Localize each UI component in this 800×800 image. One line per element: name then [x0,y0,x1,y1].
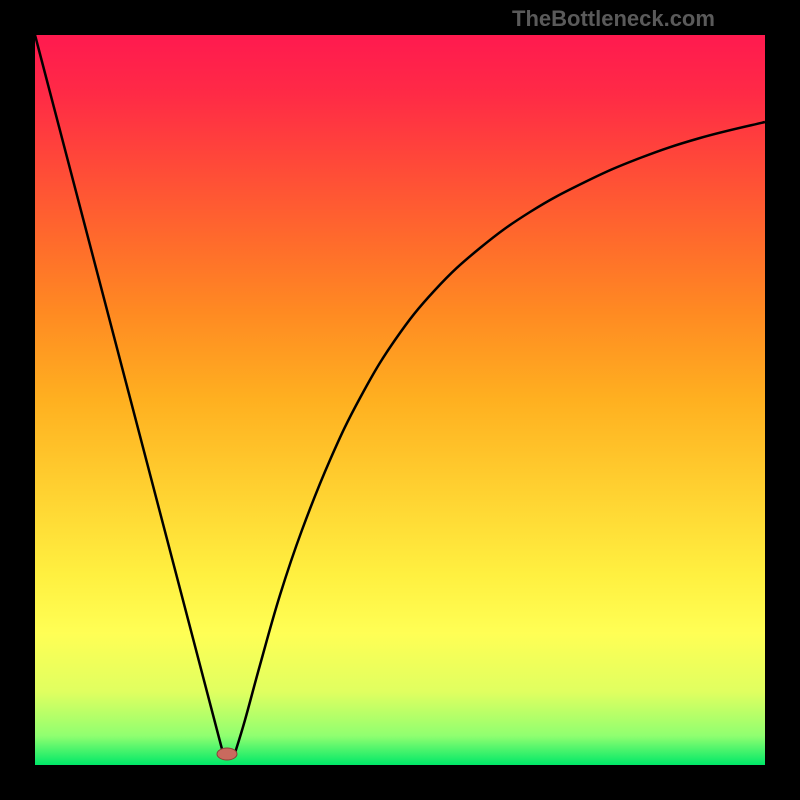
plot-background [35,35,765,765]
watermark-text: TheBottleneck.com [512,6,715,32]
bottleneck-chart [0,0,800,800]
optimal-point-marker [217,748,237,760]
chart-container: TheBottleneck.com [0,0,800,800]
